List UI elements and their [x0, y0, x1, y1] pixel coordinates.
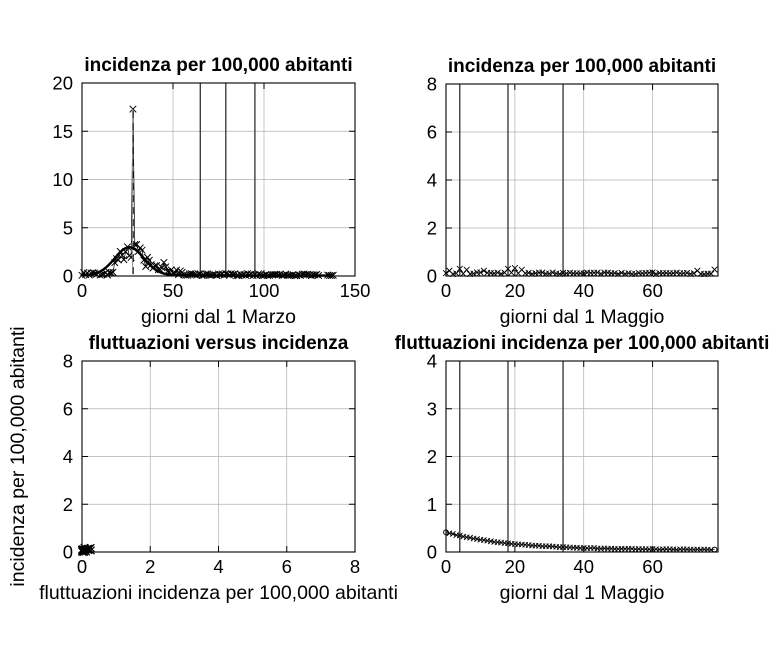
svg-text:2: 2	[145, 556, 155, 577]
svg-text:40: 40	[573, 556, 594, 577]
svg-text:40: 40	[573, 280, 594, 301]
svg-text:20: 20	[52, 73, 73, 94]
svg-text:10: 10	[52, 169, 73, 190]
svg-text:incidenza per 100,000 abitanti: incidenza per 100,000 abitanti	[7, 326, 29, 586]
svg-text:0: 0	[427, 266, 437, 287]
svg-text:0: 0	[427, 542, 437, 563]
svg-text:2: 2	[63, 494, 73, 515]
svg-text:20: 20	[505, 280, 526, 301]
svg-text:0: 0	[77, 280, 87, 301]
svg-text:0: 0	[441, 280, 451, 301]
svg-text:giorni dal 1 Maggio: giorni dal 1 Maggio	[500, 582, 665, 604]
svg-text:20: 20	[505, 556, 526, 577]
svg-text:8: 8	[427, 74, 437, 95]
svg-text:0: 0	[77, 556, 87, 577]
svg-text:incidenza per 100,000 abitanti: incidenza per 100,000 abitanti	[448, 56, 716, 77]
svg-text:4: 4	[213, 556, 223, 577]
svg-text:4: 4	[427, 170, 437, 191]
svg-text:incidenza per 100,000 abitanti: incidenza per 100,000 abitanti	[84, 55, 352, 76]
svg-text:60: 60	[642, 556, 663, 577]
svg-text:fluttuazioni incidenza per 100: fluttuazioni incidenza per 100,000 abita…	[395, 333, 770, 354]
svg-text:0: 0	[63, 542, 73, 563]
svg-text:15: 15	[52, 121, 73, 142]
svg-text:5: 5	[63, 217, 73, 238]
svg-text:100: 100	[249, 280, 280, 301]
svg-text:150: 150	[340, 280, 371, 301]
svg-text:0: 0	[63, 266, 73, 287]
svg-text:giorni dal 1 Marzo: giorni dal 1 Marzo	[141, 306, 296, 328]
svg-text:2: 2	[427, 446, 437, 467]
svg-text:60: 60	[642, 280, 663, 301]
svg-text:6: 6	[427, 122, 437, 143]
svg-text:1: 1	[427, 494, 437, 515]
svg-text:50: 50	[163, 280, 184, 301]
svg-text:giorni dal 1 Maggio: giorni dal 1 Maggio	[500, 306, 665, 328]
svg-text:2: 2	[427, 218, 437, 239]
svg-text:4: 4	[63, 446, 73, 467]
svg-text:6: 6	[282, 556, 292, 577]
svg-text:8: 8	[350, 556, 360, 577]
svg-text:3: 3	[427, 398, 437, 419]
svg-text:fluttuazioni incidenza per 100: fluttuazioni incidenza per 100,000 abita…	[39, 582, 398, 604]
svg-text:fluttuazioni versus incidenza: fluttuazioni versus incidenza	[89, 333, 349, 354]
svg-text:6: 6	[63, 398, 73, 419]
svg-text:8: 8	[63, 351, 73, 372]
svg-text:0: 0	[441, 556, 451, 577]
